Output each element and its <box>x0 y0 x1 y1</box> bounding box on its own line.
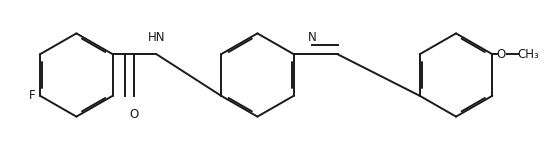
Text: CH₃: CH₃ <box>518 48 540 61</box>
Text: N: N <box>308 31 317 44</box>
Text: O: O <box>129 108 138 121</box>
Text: HN: HN <box>148 31 165 44</box>
Text: F: F <box>29 89 36 102</box>
Text: O: O <box>497 48 506 61</box>
